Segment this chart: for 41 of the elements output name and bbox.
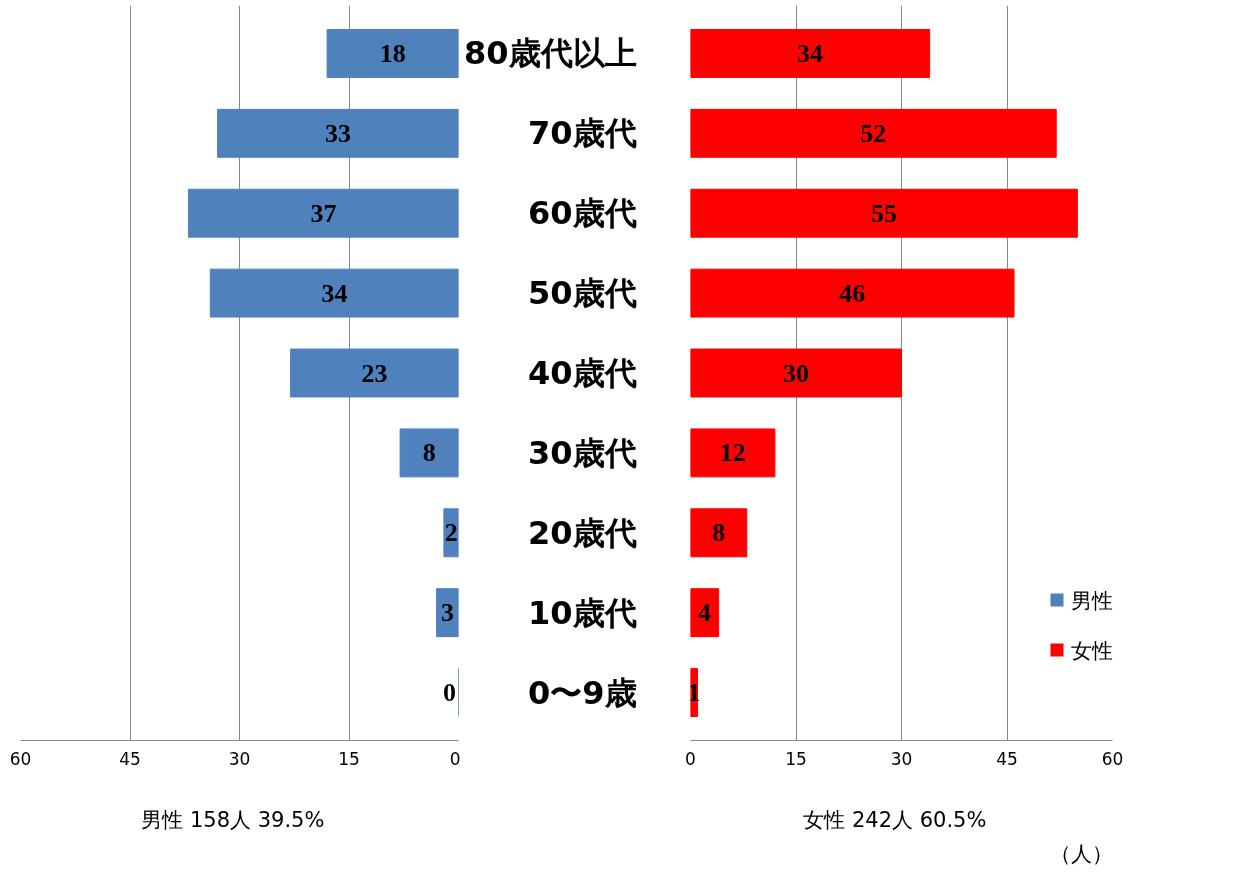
data-label: 34 (797, 38, 824, 68)
data-label: 12 (719, 438, 746, 468)
y-tick-label: 0〜9歳 (527, 673, 637, 712)
y-tick-label: 80歳代以上 (463, 34, 637, 73)
data-label: 8 (422, 438, 436, 468)
data-label: 46 (839, 278, 866, 308)
data-label: 37 (310, 198, 337, 228)
data-label: 18 (379, 38, 406, 68)
y-tick-label: 30歳代 (527, 433, 637, 472)
x-tick-label: 60 (1101, 748, 1124, 769)
legend-label: 女性 (1070, 638, 1113, 663)
x-tick-label: 30 (890, 748, 913, 769)
y-tick-label: 60歳代 (527, 194, 637, 233)
y-tick-label: 20歳代 (527, 513, 637, 552)
data-label: 34 (321, 278, 348, 308)
x-tick-label: 15 (338, 748, 360, 769)
x-tick-label: 30 (228, 748, 251, 769)
x-tick-label: 0 (685, 748, 696, 769)
text: 女性 242人 60.5% (803, 807, 987, 832)
legend-label: 男性 (1070, 588, 1113, 613)
data-label: 4 (698, 598, 712, 628)
data-label: 33 (325, 118, 352, 148)
x-tick-label: 60 (9, 748, 32, 769)
data-label: 30 (783, 358, 809, 388)
text: 男性 158人 39.5% (141, 807, 325, 832)
y-tick-label: 50歳代 (527, 274, 637, 313)
x-axis-title: （人） (1049, 841, 1113, 866)
y-tick-label: 10歳代 (527, 593, 637, 632)
y-tick-label: 40歳代 (527, 354, 637, 392)
data-label: 2 (444, 518, 458, 548)
x-tick-label: 45 (996, 748, 1018, 769)
data-label: 0 (443, 678, 456, 708)
data-label: 3 (441, 598, 455, 628)
y-tick-label: 70歳代 (527, 114, 637, 153)
x-tick-label: 15 (785, 748, 807, 769)
x-tick-label: 45 (119, 748, 141, 769)
data-label: 23 (361, 358, 388, 388)
data-label: 52 (860, 118, 887, 148)
data-label: 55 (870, 198, 897, 228)
data-label: 8 (712, 518, 726, 548)
x-tick-label: 0 (449, 748, 461, 769)
